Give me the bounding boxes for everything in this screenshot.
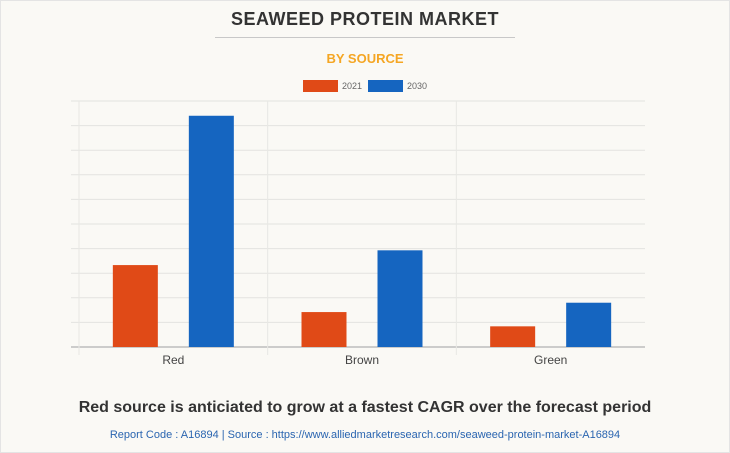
legend-label-2021: 2021 xyxy=(341,81,362,91)
chart-caption: Red source is anticiated to grow at a fa… xyxy=(78,399,652,416)
source-line: Report Code : A16894 | Source : https://… xyxy=(109,429,621,441)
x-tick-label: Brown xyxy=(345,353,379,367)
chart-subtitle: BY SOURCE xyxy=(326,51,404,66)
bar-green-2030 xyxy=(566,302,612,347)
bar-brown-2030 xyxy=(377,250,423,347)
legend: 2021 2030 xyxy=(0,80,730,92)
bar-green-2021 xyxy=(490,326,536,347)
x-tick-label: Red xyxy=(162,353,184,367)
bar-red-2021 xyxy=(112,265,158,347)
legend-swatch-2021 xyxy=(302,80,338,92)
legend-item-2030[interactable]: 2030 xyxy=(368,80,427,92)
title-divider xyxy=(215,37,515,38)
bar-red-2030 xyxy=(188,115,234,347)
x-tick-label: Green xyxy=(534,353,567,367)
legend-item-2021[interactable]: 2021 xyxy=(302,80,362,92)
legend-swatch-2030 xyxy=(368,80,403,92)
chart-title: SEAWEED PROTEIN MARKET xyxy=(230,9,500,29)
legend-label-2030: 2030 xyxy=(407,81,428,91)
bar-brown-2021 xyxy=(301,312,347,347)
